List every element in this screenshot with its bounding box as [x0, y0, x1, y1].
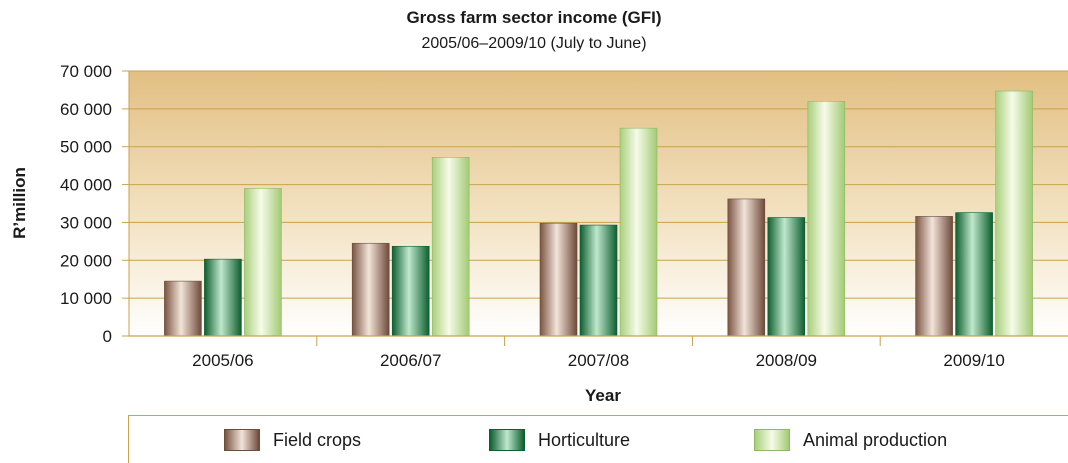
- x-tick-label: 2008/09: [756, 351, 817, 370]
- x-tick-label: 2005/06: [192, 351, 253, 370]
- y-tick-label: 0: [103, 327, 112, 346]
- bar-animal-production: [431, 157, 470, 337]
- x-tick-label: 2006/07: [380, 351, 441, 370]
- legend-swatch-field-crops: [224, 429, 260, 451]
- x-axis-label: Year: [585, 386, 621, 405]
- y-tick-label: 40 000: [60, 176, 112, 195]
- legend-label-animal-production: Animal production: [803, 429, 948, 450]
- axes: 0 10 000 20 000 30 000 40 000 50 000 60 000 70 …: [60, 62, 1068, 370]
- bar-horticulture: [204, 258, 242, 337]
- bar-animal-production: [619, 127, 658, 337]
- y-tick-label: 20 000: [60, 251, 112, 270]
- bar-animal-production: [995, 90, 1033, 337]
- bar-horticulture: [955, 212, 993, 337]
- legend-swatch-animal-production: [754, 429, 790, 451]
- y-tick-label: 50 000: [60, 138, 112, 157]
- legend-item-horticulture: Horticulture: [489, 429, 630, 451]
- legend-item-field-crops: Field crops: [224, 429, 361, 451]
- legend-label-horticulture: Horticulture: [538, 429, 631, 450]
- legend: Field crops Horticulture Animal producti…: [128, 415, 1068, 463]
- bar-animal-production: [807, 100, 846, 337]
- bar-horticulture: [579, 224, 618, 337]
- chart-title: Gross farm sector income (GFI): [406, 8, 662, 27]
- bars: [164, 90, 1033, 337]
- y-axis-label: R’million: [10, 167, 29, 239]
- x-tick-label: 2009/10: [943, 351, 1004, 370]
- legend-item-animal-production: Animal production: [754, 429, 947, 451]
- bar-horticulture: [391, 245, 430, 337]
- y-tick-label: 70 000: [60, 62, 112, 81]
- legend-label-field-crops: Field crops: [273, 429, 362, 450]
- bar-field-crops: [727, 198, 766, 337]
- y-tick-label: 60 000: [60, 100, 112, 119]
- chart-subtitle: 2005/06–2009/10 (July to June): [421, 35, 647, 52]
- bar-horticulture: [767, 217, 806, 337]
- y-tick-label: 10 000: [60, 289, 112, 308]
- bar-field-crops: [539, 222, 578, 337]
- bar-animal-production: [244, 188, 282, 337]
- y-tick-label: 30 000: [60, 213, 112, 232]
- bar-chart: 0 10 000 20 000 30 000 40 000 50 000 60 000 70 …: [10, 62, 1068, 405]
- x-tick-label: 2007/08: [568, 351, 629, 370]
- gridlines: [129, 70, 1068, 299]
- bar-field-crops: [351, 242, 390, 337]
- bar-field-crops: [915, 216, 953, 337]
- legend-swatch-horticulture: [489, 429, 525, 451]
- bar-field-crops: [164, 280, 202, 337]
